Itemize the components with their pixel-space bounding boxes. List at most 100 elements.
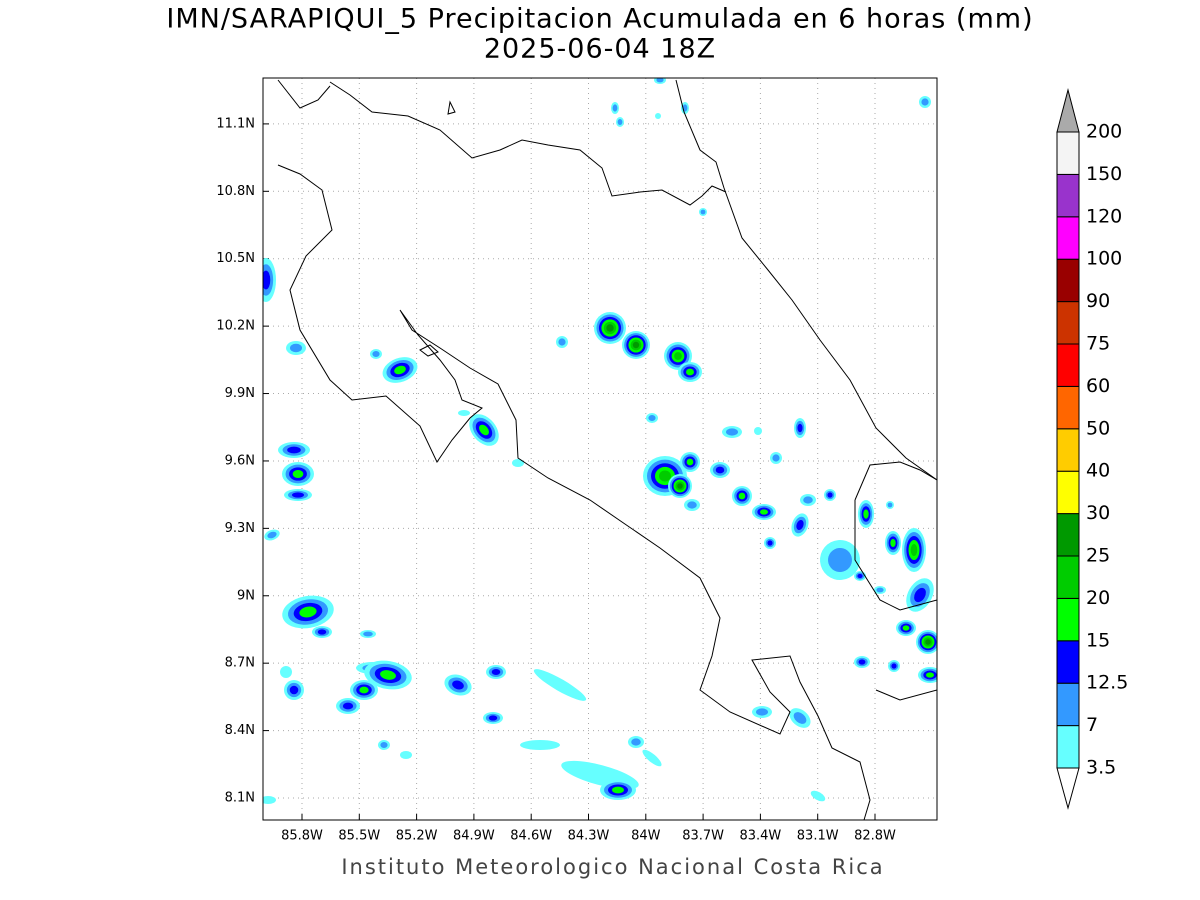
colorbar-label: 12.5 [1086, 672, 1128, 694]
lon-tick-label: 85.5W [338, 829, 380, 844]
colorbar-label: 25 [1086, 545, 1110, 567]
lat-tick-label: 9N [237, 588, 255, 603]
precip-patch [803, 496, 813, 504]
coastline [277, 164, 871, 820]
precip-patch [290, 343, 302, 353]
precip-patch [738, 492, 746, 500]
lon-tick-label: 84W [631, 829, 661, 844]
lon-tick-label: 83.4W [739, 829, 781, 844]
precip-patch [756, 708, 768, 716]
colorbar-box [1056, 513, 1080, 557]
colorbar-label: 40 [1086, 460, 1110, 482]
precip-patch [280, 666, 292, 678]
precip-patch [827, 492, 833, 498]
precip-patch [267, 531, 277, 539]
precip-patch [289, 685, 299, 695]
colorbar-label: 75 [1086, 333, 1110, 355]
colorbar-over [1056, 88, 1080, 133]
precip-patch [726, 428, 738, 436]
precip-patch [925, 639, 931, 645]
precip-patch [452, 680, 464, 690]
colorbar-box [1056, 597, 1080, 642]
precip-patch [857, 573, 863, 579]
precip-patch [317, 629, 327, 635]
lon-tick-label: 84.6W [510, 829, 552, 844]
precip-patch [715, 466, 725, 474]
colorbar-box [1056, 173, 1080, 218]
lat-tick-label: 8.7N [225, 656, 255, 671]
precip-patch [512, 459, 524, 467]
precip-patch [491, 669, 501, 675]
colorbar-label: 150 [1086, 163, 1122, 185]
precip-patch [263, 270, 271, 290]
colorbar-box [1056, 216, 1080, 260]
colorbar-box [1056, 428, 1080, 472]
coastline [419, 100, 456, 357]
precip-patch [674, 352, 682, 360]
precip-patch [342, 702, 354, 710]
coastline [675, 79, 937, 481]
lat-tick-label: 9.6N [225, 453, 255, 468]
precip-patch [372, 351, 380, 357]
colorbar-label: 3.5 [1086, 757, 1116, 779]
border [854, 461, 937, 701]
colorbar-label: 60 [1086, 375, 1110, 397]
precip-patch [902, 625, 910, 631]
lon-tick-label: 85.8W [281, 829, 323, 844]
lat-tick-label: 8.4N [225, 723, 255, 738]
precip-patch [299, 606, 317, 618]
footer: Instituto Meteorologico Nacional Costa R… [341, 855, 884, 879]
plot-frame [262, 77, 938, 821]
precip-patch [686, 368, 694, 376]
precip-patch [520, 740, 560, 750]
precip-patch [292, 492, 304, 498]
precip-patch [921, 98, 929, 106]
colorbar-label: 7 [1086, 714, 1098, 736]
precip-patch [617, 119, 623, 125]
colorbar-label: 100 [1086, 248, 1122, 270]
precip-patch [914, 587, 926, 603]
precip-patch [700, 209, 706, 215]
precip-patch [287, 446, 301, 454]
colorbar-label: 50 [1086, 417, 1110, 439]
precip-patch [642, 749, 662, 767]
precip-patch [631, 738, 641, 746]
lat-tick-label: 9.9N [225, 386, 255, 401]
precip-patch [926, 672, 934, 678]
precip-patch [359, 686, 369, 694]
lat-tick-label: 10.5N [216, 251, 255, 266]
precip-patch [858, 659, 866, 665]
precip-patch [910, 544, 918, 556]
lat-tick-label: 9.3N [225, 521, 255, 536]
precip-patch [828, 548, 852, 572]
colorbar-under [1056, 767, 1080, 810]
precip-patch [890, 539, 896, 547]
precip-patch [488, 715, 498, 721]
lon-tick-label: 84.3W [568, 829, 610, 844]
lon-tick-label: 82.8W [854, 829, 896, 844]
colorbar-label: 90 [1086, 290, 1110, 312]
colorbar-box [1056, 385, 1080, 430]
precip-patch [876, 587, 884, 593]
precip-patch [363, 631, 373, 637]
lon-tick-label: 83.1W [797, 829, 839, 844]
precip-patch [632, 341, 640, 349]
colorbar-label: 120 [1086, 205, 1122, 227]
precip-patch [754, 427, 762, 435]
precip-patch [810, 790, 826, 802]
precip-patch [612, 786, 624, 794]
precip-patch [558, 338, 566, 346]
subtitle: 2025-06-04 18Z [484, 34, 716, 65]
precip-patch [793, 712, 807, 724]
colorbar-box [1056, 555, 1080, 599]
precip-patch [686, 458, 694, 466]
precip-patch [380, 670, 396, 680]
colorbar-box [1056, 640, 1080, 684]
title: IMN/SARAPIQUI_5 Precipitacion Acumulada … [166, 4, 1033, 35]
precip-patch [796, 520, 804, 530]
precip-patch [656, 78, 664, 83]
colorbar-box [1056, 682, 1080, 727]
grid [263, 78, 937, 820]
precip-patch [767, 540, 773, 546]
lat-tick-label: 10.8N [216, 184, 255, 199]
